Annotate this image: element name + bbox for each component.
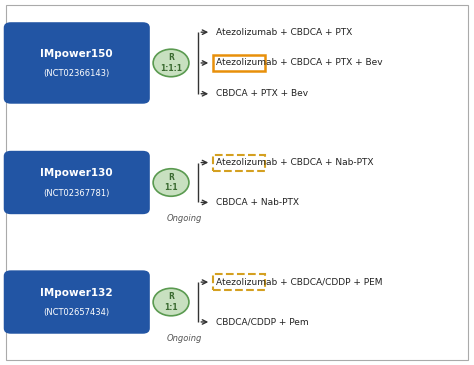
FancyBboxPatch shape xyxy=(4,151,150,214)
Circle shape xyxy=(153,169,189,196)
Circle shape xyxy=(153,49,189,77)
Text: Atezolizumab + CBDCA + Nab-PTX: Atezolizumab + CBDCA + Nab-PTX xyxy=(216,158,374,167)
Text: IMpower132: IMpower132 xyxy=(40,288,113,298)
FancyBboxPatch shape xyxy=(4,22,150,104)
Text: Atezolizumab + CBDCA + PTX + Bev: Atezolizumab + CBDCA + PTX + Bev xyxy=(216,58,383,68)
Text: Atezolizumab + CBDCA + PTX: Atezolizumab + CBDCA + PTX xyxy=(216,28,352,36)
Text: R
1:1: R 1:1 xyxy=(164,292,178,312)
Circle shape xyxy=(153,288,189,316)
Text: CBDCA + Nab-PTX: CBDCA + Nab-PTX xyxy=(216,198,299,207)
Text: R
1:1: R 1:1 xyxy=(164,173,178,192)
Text: R
1:1:1: R 1:1:1 xyxy=(160,53,182,73)
Text: Ongoing: Ongoing xyxy=(166,334,202,343)
Text: CBDCA + PTX + Bev: CBDCA + PTX + Bev xyxy=(216,89,308,98)
Text: Atezolizumab + CBDCA/CDDP + PEM: Atezolizumab + CBDCA/CDDP + PEM xyxy=(216,278,383,287)
Text: IMpower150: IMpower150 xyxy=(40,49,113,59)
Text: Ongoing: Ongoing xyxy=(166,214,202,223)
Text: (NCT02367781): (NCT02367781) xyxy=(44,189,110,198)
Text: (NCT02366143): (NCT02366143) xyxy=(44,69,110,78)
FancyBboxPatch shape xyxy=(4,270,150,334)
Text: CBDCA/CDDP + Pem: CBDCA/CDDP + Pem xyxy=(216,318,309,326)
Text: (NCT02657434): (NCT02657434) xyxy=(44,308,110,318)
Text: IMpower130: IMpower130 xyxy=(40,168,113,178)
